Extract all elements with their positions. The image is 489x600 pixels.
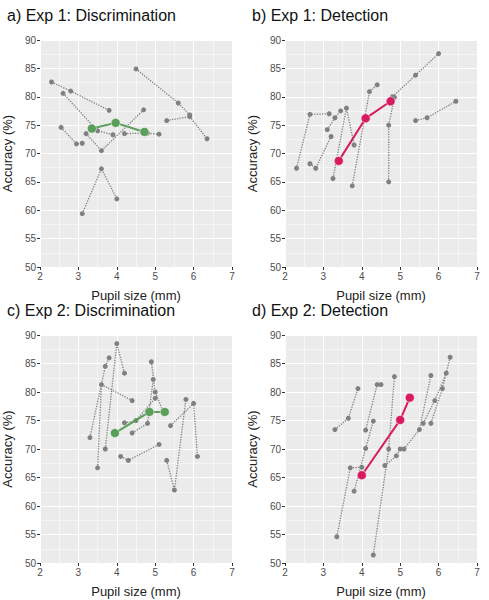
svg-text:2: 2 <box>37 271 43 282</box>
svg-text:65: 65 <box>25 176 37 187</box>
svg-text:6: 6 <box>191 567 197 578</box>
svg-text:50: 50 <box>270 558 282 569</box>
svg-text:85: 85 <box>25 63 37 74</box>
svg-text:55: 55 <box>270 529 282 540</box>
svg-text:Accuracy (%): Accuracy (%) <box>245 410 260 487</box>
svg-text:80: 80 <box>270 91 282 102</box>
svg-text:70: 70 <box>25 444 37 455</box>
svg-text:85: 85 <box>270 358 282 369</box>
svg-text:70: 70 <box>270 148 282 159</box>
svg-text:6: 6 <box>436 567 442 578</box>
svg-text:5: 5 <box>397 567 403 578</box>
svg-text:75: 75 <box>25 415 37 426</box>
svg-text:50: 50 <box>25 558 37 569</box>
svg-text:80: 80 <box>270 387 282 398</box>
svg-text:90: 90 <box>25 330 37 341</box>
svg-text:4: 4 <box>359 271 365 282</box>
svg-text:75: 75 <box>270 415 282 426</box>
svg-text:c) Exp 2: Discrimination: c) Exp 2: Discrimination <box>7 302 175 319</box>
svg-text:80: 80 <box>25 387 37 398</box>
svg-text:65: 65 <box>270 176 282 187</box>
svg-text:2: 2 <box>282 271 288 282</box>
svg-text:Pupil size (mm): Pupil size (mm) <box>336 584 426 599</box>
svg-text:65: 65 <box>25 472 37 483</box>
svg-text:Pupil size (mm): Pupil size (mm) <box>91 584 181 599</box>
svg-text:7: 7 <box>474 567 480 578</box>
svg-text:80: 80 <box>25 91 37 102</box>
svg-text:b) Exp 1: Detection: b) Exp 1: Detection <box>252 7 388 24</box>
svg-text:7: 7 <box>474 271 480 282</box>
svg-text:60: 60 <box>25 205 37 216</box>
svg-text:70: 70 <box>270 444 282 455</box>
svg-text:50: 50 <box>25 262 37 273</box>
svg-text:3: 3 <box>321 271 327 282</box>
svg-text:4: 4 <box>359 567 365 578</box>
svg-text:a) Exp 1: Discrimination: a) Exp 1: Discrimination <box>7 7 176 24</box>
svg-text:5: 5 <box>152 271 158 282</box>
svg-text:Accuracy (%): Accuracy (%) <box>245 115 260 192</box>
svg-text:70: 70 <box>25 148 37 159</box>
svg-text:Accuracy (%): Accuracy (%) <box>0 410 15 487</box>
svg-text:55: 55 <box>270 233 282 244</box>
svg-text:2: 2 <box>37 567 43 578</box>
svg-text:65: 65 <box>270 472 282 483</box>
svg-text:3: 3 <box>76 567 82 578</box>
svg-text:2: 2 <box>282 567 288 578</box>
svg-text:6: 6 <box>191 271 197 282</box>
svg-text:d) Exp 2: Detection: d) Exp 2: Detection <box>252 302 388 319</box>
svg-text:7: 7 <box>229 567 235 578</box>
svg-text:5: 5 <box>152 567 158 578</box>
svg-text:60: 60 <box>25 501 37 512</box>
svg-text:60: 60 <box>270 205 282 216</box>
svg-text:6: 6 <box>436 271 442 282</box>
svg-text:7: 7 <box>229 271 235 282</box>
svg-text:90: 90 <box>270 330 282 341</box>
svg-text:55: 55 <box>25 233 37 244</box>
svg-text:3: 3 <box>76 271 82 282</box>
svg-text:90: 90 <box>25 35 37 46</box>
svg-text:75: 75 <box>25 120 37 131</box>
svg-text:Accuracy (%): Accuracy (%) <box>0 115 15 192</box>
svg-text:Pupil size (mm): Pupil size (mm) <box>91 288 181 303</box>
svg-text:75: 75 <box>270 120 282 131</box>
svg-text:85: 85 <box>25 358 37 369</box>
svg-text:4: 4 <box>114 567 120 578</box>
svg-text:85: 85 <box>270 63 282 74</box>
svg-text:4: 4 <box>114 271 120 282</box>
svg-text:3: 3 <box>321 567 327 578</box>
svg-text:50: 50 <box>270 262 282 273</box>
svg-text:90: 90 <box>270 35 282 46</box>
svg-text:55: 55 <box>25 529 37 540</box>
svg-text:60: 60 <box>270 501 282 512</box>
svg-text:Pupil size (mm): Pupil size (mm) <box>336 288 426 303</box>
svg-text:5: 5 <box>397 271 403 282</box>
